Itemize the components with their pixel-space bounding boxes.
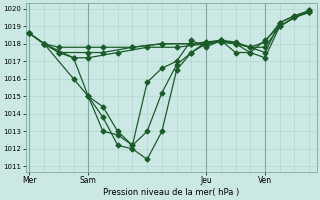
X-axis label: Pression niveau de la mer( hPa ): Pression niveau de la mer( hPa ) (103, 188, 239, 197)
